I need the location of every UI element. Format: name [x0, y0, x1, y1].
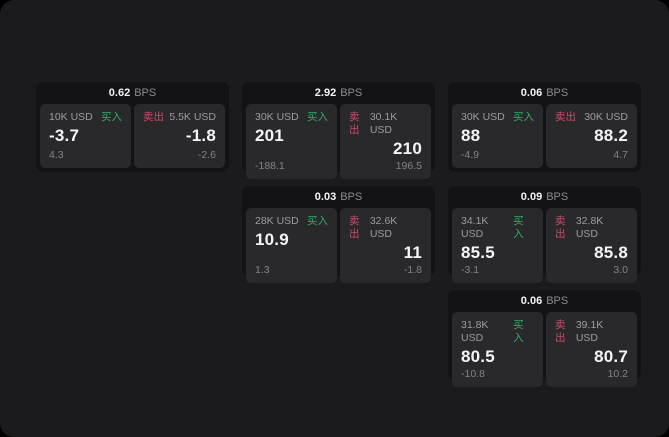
buy-price: -3.7	[49, 126, 80, 145]
bps-unit-label: BPS	[546, 87, 569, 99]
buy-price: 10.9	[255, 230, 289, 249]
spread-header: 0.06 BPS	[452, 82, 637, 104]
sell-change: 10.2	[607, 368, 628, 380]
buy-price: 88	[461, 126, 481, 145]
bps-unit-label: BPS	[134, 87, 157, 99]
quote-card: 0.09 BPS 34.1K USD 买入 85.5 -3.1 卖出 32.8K…	[448, 186, 641, 283]
spread-header: 0.62 BPS	[40, 82, 225, 104]
sell-side-label: 卖出	[143, 111, 164, 123]
sell-price: 210	[393, 139, 422, 158]
sell-amount: 32.8K USD	[575, 215, 604, 240]
sell-quote-panel[interactable]: 卖出 5.5K USD -1.8 -2.6	[134, 104, 225, 168]
spread-value: 0.06	[520, 87, 543, 99]
sell-amount: 30K USD	[584, 111, 628, 123]
sell-side-label: 卖出	[555, 319, 566, 344]
buy-quote-panel[interactable]: 34.1K USD 买入 85.5 -3.1	[452, 208, 543, 283]
buy-change: 1.3	[255, 264, 270, 276]
sell-price: 85.8	[594, 243, 628, 262]
sell-price: 11	[403, 243, 422, 262]
quote-cards-grid: 0.62 BPS 10K USD 买入 -3.7 4.3 卖出 5.5K USD	[36, 82, 641, 387]
buy-change: -4.9	[461, 149, 480, 161]
buy-side-label: 买入	[513, 111, 534, 123]
sell-quote-panel[interactable]: 卖出 39.1K USD 80.7 10.2	[546, 312, 637, 387]
buy-side-label: 买入	[513, 215, 524, 240]
spread-value: 0.09	[520, 191, 543, 203]
buy-quote-panel[interactable]: 10K USD 买入 -3.7 4.3	[40, 104, 131, 168]
spread-value: 0.06	[520, 295, 543, 307]
quote-panels: 34.1K USD 买入 85.5 -3.1 卖出 32.8K USD 85.8…	[452, 208, 637, 283]
quote-panels: 10K USD 买入 -3.7 4.3 卖出 5.5K USD -1.8 -2.…	[40, 104, 225, 168]
buy-amount: 34.1K USD	[461, 215, 489, 240]
buy-quote-panel[interactable]: 30K USD 买入 201 -188.1	[246, 104, 337, 179]
buy-price: 85.5	[461, 243, 495, 262]
buy-amount: 10K USD	[49, 111, 93, 123]
buy-amount: 28K USD	[255, 215, 299, 227]
quote-panels: 30K USD 买入 88 -4.9 卖出 30K USD 88.2 4.7	[452, 104, 637, 168]
quote-card: 0.06 BPS 30K USD 买入 88 -4.9 卖出 30K USD	[448, 82, 641, 172]
buy-quote-panel[interactable]: 30K USD 买入 88 -4.9	[452, 104, 543, 168]
sell-change: 196.5	[395, 160, 422, 172]
sell-change: -2.6	[197, 149, 216, 161]
buy-change: -3.1	[461, 264, 480, 276]
sell-price: 88.2	[594, 126, 628, 145]
spread-header: 0.06 BPS	[452, 290, 637, 312]
buy-change: -10.8	[461, 368, 485, 380]
quote-panels: 30K USD 买入 201 -188.1 卖出 30.1K USD 210 1…	[246, 104, 431, 179]
buy-side-label: 买入	[307, 111, 328, 123]
sell-amount: 32.6K USD	[369, 215, 398, 240]
sell-change: 3.0	[613, 264, 628, 276]
spread-header: 0.09 BPS	[452, 186, 637, 208]
buy-amount: 30K USD	[255, 111, 299, 123]
buy-quote-panel[interactable]: 28K USD 买入 10.9 1.3	[246, 208, 337, 283]
bps-unit-label: BPS	[340, 87, 363, 99]
buy-side-label: 买入	[101, 111, 122, 123]
sell-price: -1.8	[185, 126, 216, 145]
quote-card: 2.92 BPS 30K USD 买入 201 -188.1 卖出 30.1K …	[242, 82, 435, 179]
buy-side-label: 买入	[307, 215, 328, 227]
sell-quote-panel[interactable]: 卖出 32.8K USD 85.8 3.0	[546, 208, 637, 283]
quote-panels: 31.8K USD 买入 80.5 -10.8 卖出 39.1K USD 80.…	[452, 312, 637, 387]
sell-amount: 39.1K USD	[575, 319, 604, 344]
quote-panels: 28K USD 买入 10.9 1.3 卖出 32.6K USD 11 -1.8	[246, 208, 431, 283]
sell-side-label: 卖出	[349, 215, 360, 240]
buy-price: 201	[255, 126, 284, 145]
spread-header: 2.92 BPS	[246, 82, 431, 104]
bps-unit-label: BPS	[340, 191, 363, 203]
sell-quote-panel[interactable]: 卖出 30.1K USD 210 196.5	[340, 104, 431, 179]
sell-side-label: 卖出	[555, 215, 566, 240]
buy-change: 4.3	[49, 149, 64, 161]
bps-unit-label: BPS	[546, 295, 569, 307]
sell-quote-panel[interactable]: 卖出 30K USD 88.2 4.7	[546, 104, 637, 168]
sell-quote-panel[interactable]: 卖出 32.6K USD 11 -1.8	[340, 208, 431, 283]
sell-side-label: 卖出	[555, 111, 576, 123]
spread-value: 0.03	[314, 191, 337, 203]
buy-side-label: 买入	[513, 319, 524, 344]
spread-value: 0.62	[108, 87, 131, 99]
buy-amount: 31.8K USD	[461, 319, 489, 344]
sell-amount: 5.5K USD	[169, 111, 216, 123]
sell-amount: 30.1K USD	[369, 111, 398, 136]
buy-change: -188.1	[255, 160, 285, 172]
quote-card: 0.06 BPS 31.8K USD 买入 80.5 -10.8 卖出 39.1…	[448, 290, 641, 387]
quote-card: 0.03 BPS 28K USD 买入 10.9 1.3 卖出 32.6K US…	[242, 186, 435, 283]
sell-change: -1.8	[403, 264, 422, 276]
buy-quote-panel[interactable]: 31.8K USD 买入 80.5 -10.8	[452, 312, 543, 387]
spread-value: 2.92	[314, 87, 337, 99]
sell-change: 4.7	[613, 149, 628, 161]
spread-header: 0.03 BPS	[246, 186, 431, 208]
bps-unit-label: BPS	[546, 191, 569, 203]
sell-side-label: 卖出	[349, 111, 360, 136]
sell-price: 80.7	[594, 347, 628, 366]
buy-price: 80.5	[461, 347, 495, 366]
buy-amount: 30K USD	[461, 111, 505, 123]
quote-card: 0.62 BPS 10K USD 买入 -3.7 4.3 卖出 5.5K USD	[36, 82, 229, 172]
